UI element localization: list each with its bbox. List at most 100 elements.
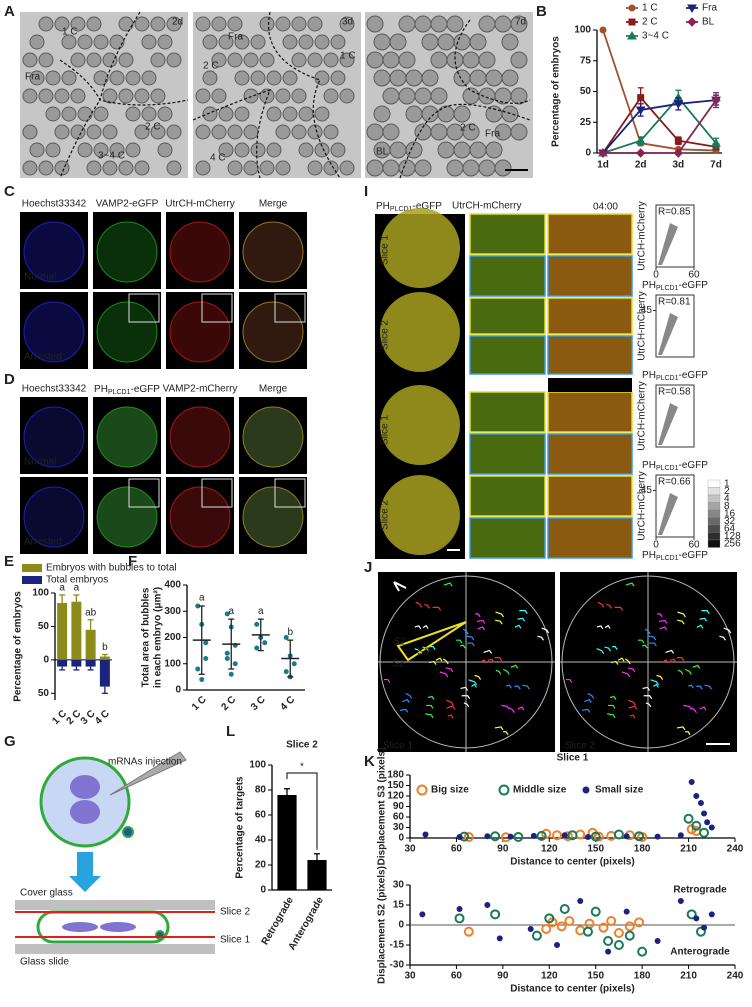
embryo — [86, 16, 102, 32]
embryo — [398, 159, 416, 177]
zoom-image — [469, 391, 546, 433]
zoom-image — [547, 255, 633, 297]
track — [604, 646, 611, 652]
track — [621, 671, 631, 678]
embryo — [166, 160, 182, 176]
track — [517, 617, 526, 622]
embryo — [510, 123, 528, 141]
embryo — [453, 141, 471, 159]
track — [584, 698, 592, 703]
track — [677, 619, 685, 625]
embryo — [202, 106, 218, 122]
zoom-image — [547, 433, 633, 475]
column-header: Merge — [259, 384, 288, 395]
embryo — [202, 34, 218, 50]
chart-title: Slice 2 — [286, 740, 318, 751]
embryo — [382, 87, 400, 105]
embryo — [494, 15, 512, 33]
track — [699, 617, 708, 622]
bar — [277, 795, 297, 890]
x-tick-label: 0 — [653, 540, 659, 551]
embryo — [93, 70, 109, 86]
data-point — [634, 831, 645, 842]
x-tick-label: 60 — [451, 844, 463, 855]
track — [510, 664, 519, 669]
data-point — [199, 677, 205, 682]
column-header: VAMP2-eGFP — [96, 199, 159, 210]
track — [650, 679, 660, 686]
embryo — [266, 70, 282, 86]
text-part: PH — [642, 460, 656, 471]
data-point — [254, 645, 260, 651]
text-part: PLCD1 — [656, 285, 679, 292]
track — [638, 639, 645, 644]
image-label: 1 C — [62, 27, 78, 38]
embryo — [282, 70, 298, 86]
image-label: BL — [376, 147, 389, 158]
marker — [635, 135, 646, 145]
column-header: Hoechst33342 — [22, 199, 87, 210]
zoom-image — [469, 517, 546, 559]
text-part: PH — [642, 280, 656, 291]
track — [465, 635, 475, 641]
bar — [307, 860, 327, 890]
zoom-image — [469, 433, 546, 475]
embryo — [275, 160, 291, 176]
panel-letter: E — [4, 553, 14, 570]
legend-label: 1 C — [642, 3, 658, 14]
colorbar-swatch — [707, 509, 721, 518]
embryo — [243, 124, 259, 140]
embryo — [54, 160, 70, 176]
track — [719, 635, 726, 641]
embryo — [234, 70, 250, 86]
data-point — [554, 942, 561, 948]
embryo — [339, 88, 355, 104]
text-part: -eGFP — [679, 370, 709, 381]
colorbar-label: 128 — [724, 531, 741, 542]
embryo — [242, 301, 304, 363]
y-tick-label: 200 — [164, 632, 181, 643]
embryo — [77, 34, 93, 50]
y-tick-label: 15 — [393, 900, 405, 911]
data-point — [654, 938, 661, 944]
marker — [598, 148, 608, 158]
axis-label: UtrCH-mCherry — [637, 201, 648, 270]
data-point — [637, 946, 648, 957]
embryo — [373, 105, 391, 123]
embryo — [218, 34, 234, 50]
embryo — [96, 221, 158, 283]
channel-label: PHPLCD1-eGFP — [376, 201, 442, 214]
axis-label: Displacement S2 (pixels) — [377, 866, 388, 984]
data-point — [513, 831, 524, 842]
embryo — [243, 88, 259, 104]
embryo — [366, 15, 384, 33]
track — [628, 705, 638, 710]
data-point — [686, 909, 697, 920]
track — [462, 628, 469, 635]
marker — [687, 17, 697, 27]
track — [509, 707, 515, 714]
track — [609, 695, 617, 700]
embryo — [405, 141, 423, 159]
embryo — [291, 88, 307, 104]
embryo — [23, 486, 85, 548]
zoom-image — [547, 475, 633, 517]
embryo — [366, 123, 384, 141]
embryo — [195, 88, 211, 104]
embryo — [61, 34, 77, 50]
track — [446, 699, 454, 706]
arrow — [69, 852, 101, 892]
embryo — [446, 159, 464, 177]
track — [656, 674, 664, 680]
embryo — [259, 88, 275, 104]
track — [517, 706, 525, 711]
data-point — [195, 666, 201, 672]
colorbar-swatch — [707, 524, 721, 533]
track — [691, 707, 697, 714]
embryo — [234, 34, 250, 50]
significance-mark: * — [300, 762, 304, 773]
y-tick-label: 25 — [580, 117, 592, 128]
embryo — [118, 52, 134, 68]
data-point — [203, 640, 209, 646]
data-point — [536, 830, 547, 841]
